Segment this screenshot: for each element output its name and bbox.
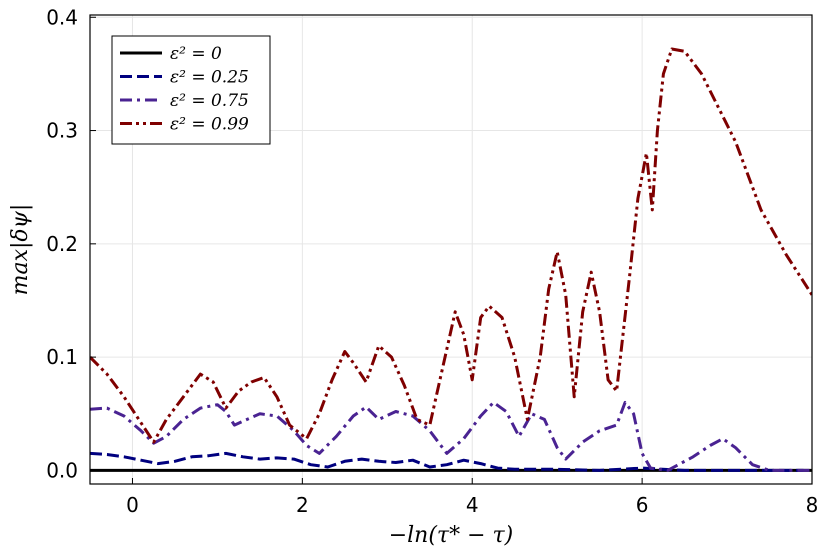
x-tick-label: 0 xyxy=(126,493,139,517)
legend-entry-label: ε² = 0.75 xyxy=(170,91,249,111)
y-tick-label: 0.0 xyxy=(46,458,78,482)
y-axis-label: max|δψ| xyxy=(8,204,33,296)
y-tick-label: 0.2 xyxy=(46,232,78,256)
legend-entry-label: ε² = 0 xyxy=(170,44,222,64)
plot-lines xyxy=(90,47,812,472)
legend-entry-label: ε² = 0.25 xyxy=(170,68,249,88)
axis-ticks: 0 2 4 6 8 0.0 0.1 0.2 0.3 0.4 xyxy=(46,5,818,517)
legend-entry-label: ε² = 0.99 xyxy=(170,115,249,135)
y-tick-label: 0.3 xyxy=(46,119,78,143)
plot-frame xyxy=(89,14,813,485)
x-tick-label: 8 xyxy=(806,493,819,517)
series-line-2 xyxy=(90,400,812,472)
series-line-1 xyxy=(90,451,804,472)
series-line-3 xyxy=(90,47,812,444)
y-tick-label: 0.1 xyxy=(46,345,78,369)
x-tick-label: 6 xyxy=(636,493,649,517)
x-tick-label: 2 xyxy=(296,493,309,517)
legend: ε² = 0 ε² = 0.25 ε² = 0.75 ε² = 0.99 xyxy=(111,35,271,145)
y-tick-label: 0.4 xyxy=(46,5,78,29)
x-tick-label: 4 xyxy=(466,493,479,517)
x-axis-label: −ln(τ* − τ) xyxy=(389,523,514,548)
